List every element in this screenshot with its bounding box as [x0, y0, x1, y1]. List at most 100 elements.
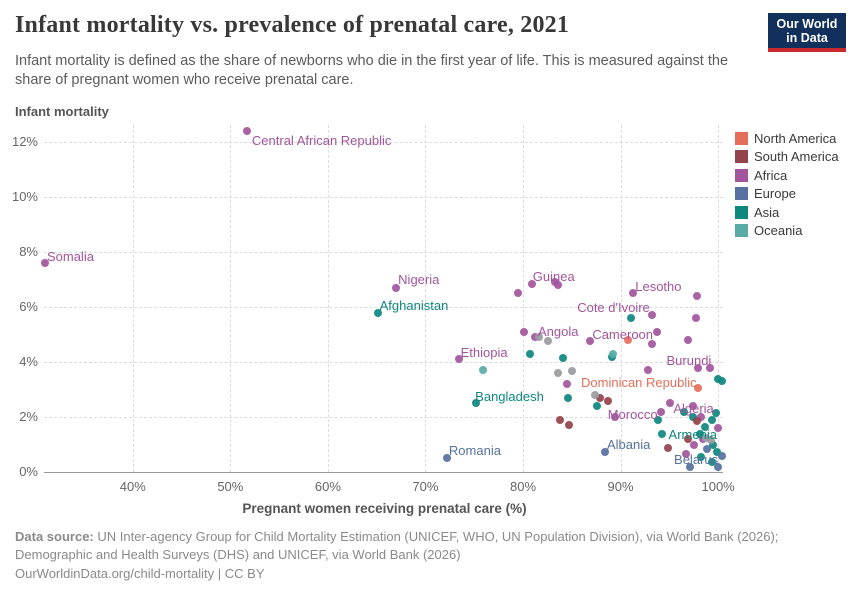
data-point[interactable] — [692, 417, 701, 426]
data-point[interactable] — [718, 451, 727, 460]
data-point[interactable] — [689, 440, 698, 449]
data-point[interactable] — [653, 415, 662, 424]
data-point[interactable] — [554, 281, 563, 290]
data-point[interactable] — [454, 355, 463, 364]
country-label[interactable]: Romania — [448, 443, 501, 459]
data-point[interactable] — [643, 366, 652, 375]
country-label[interactable]: Bangladesh — [475, 389, 544, 405]
data-point[interactable] — [591, 391, 600, 399]
country-label[interactable]: Angola — [537, 323, 579, 339]
data-point[interactable] — [695, 429, 704, 438]
data-point[interactable] — [718, 377, 727, 386]
data-point[interactable] — [472, 399, 481, 408]
country-label[interactable]: Lesotho — [635, 279, 682, 295]
legend-item-asia[interactable]: Asia — [735, 203, 839, 221]
data-point[interactable] — [534, 333, 543, 342]
legend-item-oceania[interactable]: Oceania — [735, 222, 839, 240]
data-point[interactable] — [713, 447, 722, 456]
country-label[interactable]: Central African Republic — [251, 133, 392, 149]
data-point[interactable] — [714, 424, 723, 432]
data-point[interactable] — [693, 384, 702, 393]
data-point[interactable] — [696, 413, 705, 421]
data-point[interactable] — [596, 393, 605, 402]
data-point[interactable] — [692, 292, 701, 301]
owid-logo[interactable]: Our World in Data — [768, 13, 846, 52]
data-point[interactable] — [685, 462, 694, 471]
data-point[interactable] — [666, 399, 675, 408]
data-point[interactable] — [627, 314, 636, 323]
data-point[interactable] — [519, 327, 528, 336]
country-label[interactable]: Somalia — [46, 249, 94, 265]
data-point[interactable] — [647, 311, 656, 320]
data-point[interactable] — [624, 336, 633, 345]
data-point[interactable] — [688, 402, 697, 410]
country-label[interactable]: Guinea — [532, 268, 575, 284]
data-point[interactable] — [603, 396, 612, 405]
data-point[interactable] — [479, 366, 487, 375]
data-point[interactable] — [567, 367, 576, 376]
data-point[interactable] — [683, 336, 692, 345]
data-point[interactable] — [563, 393, 572, 402]
data-point[interactable] — [703, 444, 712, 453]
legend-item-north_america[interactable]: North America — [735, 129, 839, 147]
data-point[interactable] — [696, 452, 705, 461]
country-label[interactable]: Algeria — [673, 401, 714, 417]
data-point[interactable] — [564, 421, 573, 430]
country-label[interactable]: Burundi — [666, 352, 712, 368]
data-point[interactable] — [657, 429, 666, 438]
data-point[interactable] — [693, 363, 702, 372]
data-point[interactable] — [701, 422, 710, 431]
country-label[interactable]: Cote d'Ivoire — [577, 300, 650, 316]
data-point[interactable] — [373, 308, 382, 317]
data-point[interactable] — [702, 433, 711, 442]
data-point[interactable] — [652, 327, 661, 336]
data-point[interactable] — [556, 415, 565, 424]
data-point[interactable] — [586, 337, 595, 346]
data-point[interactable] — [40, 259, 49, 268]
legend-swatch-north_america — [735, 131, 748, 145]
data-point[interactable] — [647, 340, 656, 349]
data-point[interactable] — [664, 444, 673, 453]
data-point[interactable] — [608, 349, 617, 358]
country-label[interactable]: Belarus — [674, 451, 719, 467]
citation-text[interactable]: OurWorldinData.org/child-mortality | CC … — [15, 566, 265, 581]
data-point[interactable] — [514, 289, 523, 298]
data-point[interactable] — [242, 127, 251, 136]
country-label[interactable]: Dominican Republic — [581, 375, 697, 391]
data-point[interactable] — [709, 440, 718, 449]
data-point[interactable] — [593, 402, 602, 410]
data-point[interactable] — [706, 363, 715, 372]
legend-item-south_america[interactable]: South America — [735, 148, 839, 166]
country-label[interactable]: Albania — [606, 436, 651, 452]
data-point[interactable] — [708, 458, 717, 467]
data-point[interactable] — [681, 450, 690, 459]
data-point[interactable] — [679, 407, 688, 416]
country-label[interactable]: Armenia — [668, 426, 717, 442]
data-point[interactable] — [688, 413, 697, 421]
data-point[interactable] — [708, 415, 717, 424]
country-label[interactable]: Ethiopia — [460, 345, 508, 361]
country-label[interactable]: Afghanistan — [379, 297, 449, 313]
data-point[interactable] — [559, 353, 567, 362]
data-point[interactable] — [712, 408, 721, 417]
data-point[interactable] — [554, 369, 563, 377]
data-point[interactable] — [707, 436, 716, 445]
data-point[interactable] — [392, 283, 401, 292]
data-point[interactable] — [544, 337, 553, 346]
data-point[interactable] — [629, 289, 638, 298]
data-point[interactable] — [610, 413, 619, 421]
country-label[interactable]: Nigeria — [398, 271, 440, 287]
data-point[interactable] — [562, 380, 571, 388]
country-label[interactable]: Morocco — [607, 406, 658, 422]
country-label[interactable]: Cameroon — [592, 327, 654, 343]
data-point[interactable] — [442, 454, 451, 463]
data-point[interactable] — [600, 447, 609, 456]
legend-item-europe[interactable]: Europe — [735, 185, 839, 203]
data-point[interactable] — [691, 314, 700, 323]
legend-item-africa[interactable]: Africa — [735, 166, 839, 184]
data-point[interactable] — [683, 435, 692, 443]
data-point[interactable] — [714, 462, 723, 471]
data-point[interactable] — [656, 407, 665, 416]
data-point[interactable] — [525, 349, 534, 358]
data-point[interactable] — [527, 279, 536, 288]
